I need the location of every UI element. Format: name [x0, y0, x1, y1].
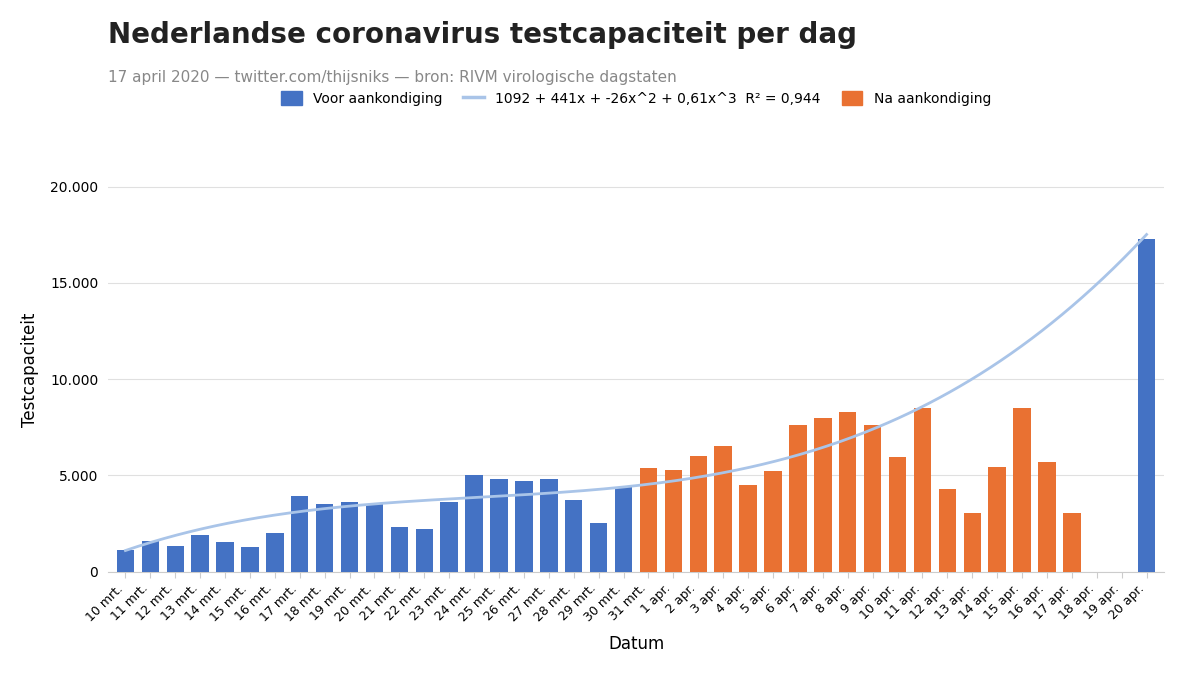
Bar	[913, 408, 931, 572]
Bar	[1138, 238, 1156, 572]
Text: Nederlandse coronavirus testcapaciteit per dag: Nederlandse coronavirus testcapaciteit p…	[108, 21, 857, 49]
Bar	[241, 546, 259, 572]
Bar	[590, 523, 607, 572]
Bar	[515, 481, 533, 572]
Bar	[1038, 462, 1056, 572]
Bar	[839, 412, 857, 572]
Bar	[665, 470, 682, 572]
Bar	[1013, 408, 1031, 572]
Bar	[690, 456, 707, 572]
Bar	[316, 504, 334, 572]
Bar	[341, 503, 359, 572]
Legend: Voor aankondiging, 1092 + 441x + -26x^2 + 0,61x^3  R² = 0,944, Na aankondiging: Voor aankondiging, 1092 + 441x + -26x^2 …	[276, 85, 996, 112]
Bar	[192, 535, 209, 572]
Bar	[814, 418, 832, 572]
Bar	[116, 551, 134, 572]
Bar	[614, 487, 632, 572]
Bar	[864, 425, 881, 572]
Bar	[266, 533, 283, 572]
Bar	[391, 527, 408, 572]
Bar	[540, 479, 558, 572]
Bar	[142, 541, 160, 572]
Text: 17 april 2020 — twitter.com/thijsniks — bron: RIVM virologische dagstaten: 17 april 2020 — twitter.com/thijsniks — …	[108, 70, 677, 85]
Bar	[167, 546, 184, 572]
Bar	[790, 425, 806, 572]
Bar	[889, 457, 906, 572]
Bar	[491, 479, 508, 572]
Bar	[764, 471, 781, 572]
Bar	[989, 466, 1006, 572]
Bar	[1063, 513, 1080, 572]
Bar	[440, 503, 458, 572]
Bar	[938, 489, 956, 572]
Bar	[466, 475, 482, 572]
Bar	[964, 513, 980, 572]
Bar	[216, 542, 234, 572]
Bar	[739, 485, 757, 572]
Bar	[714, 446, 732, 572]
Bar	[565, 500, 582, 572]
Bar	[415, 529, 433, 572]
Bar	[640, 468, 658, 572]
Bar	[292, 496, 308, 572]
Y-axis label: Testcapaciteit: Testcapaciteit	[20, 312, 38, 427]
Bar	[366, 504, 383, 572]
X-axis label: Datum: Datum	[608, 635, 664, 653]
